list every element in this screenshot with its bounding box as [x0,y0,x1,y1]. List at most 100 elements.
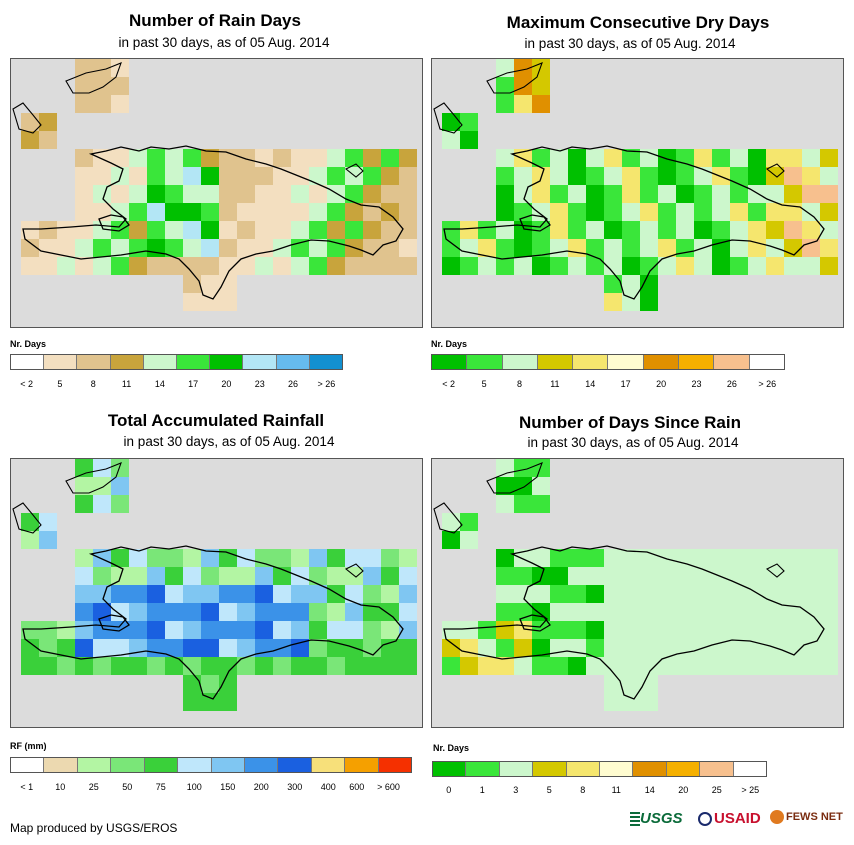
legend-swatch [345,758,379,772]
grid-cell [820,603,838,621]
grid-cell [514,657,532,675]
legend-swatch [679,355,715,369]
grid-cell [237,239,255,257]
grid-cell [201,675,219,693]
grid-cell [802,239,820,257]
grid-cell [514,185,532,203]
grid-cell [237,257,255,275]
legend-label: 14 [644,785,655,795]
grid-cell [165,221,183,239]
grid-cell [622,657,640,675]
grid-cell [622,221,640,239]
grid-cell [201,149,219,167]
grid-cell [460,621,478,639]
legend-swatch [210,355,244,369]
grid-cell [514,167,532,185]
grid-cell [75,203,93,221]
grid-cell [550,603,568,621]
hispaniola-coastline [22,545,404,700]
grid-cell [730,203,748,221]
grid-cell [255,567,273,585]
grid-cell [604,203,622,221]
grid-cell [111,203,129,221]
grid-cell [183,257,201,275]
grid-cell [75,149,93,167]
legend-label: 20 [678,785,689,795]
grid-cell [658,203,676,221]
grid-cell [784,149,802,167]
grid-cell [568,203,586,221]
grid-cell [219,585,237,603]
grid-cell [550,657,568,675]
grid-cell [399,185,417,203]
legend-label: 17 [620,379,631,389]
grid-cell [586,149,604,167]
grid-cell [766,257,784,275]
grid-cell [532,477,550,495]
grid-cell [766,657,784,675]
grid-cell [622,149,640,167]
island-coastline [344,163,364,178]
panel-2-subtitle: in past 30 days, as of 05 Aug. 2014 [524,36,736,51]
grid-cell [784,657,802,675]
legend-swatch [77,355,111,369]
grid-cell [111,149,129,167]
grid-cell [255,657,273,675]
grid-cell [381,603,399,621]
grid-cell [93,185,111,203]
legend-label: 150 [220,782,236,792]
grid-cell [550,567,568,585]
grid-cell [219,657,237,675]
grid-cell [39,221,57,239]
grid-cell [604,185,622,203]
grid-cell [514,257,532,275]
island-coastline [486,462,543,494]
panel-2-legend-labels: < 2 5 8 11 14 17 20 23 26 > 26 [431,379,785,391]
grid-cell [201,603,219,621]
legend-swatch [378,758,412,772]
grid-cell [363,657,381,675]
grid-cell [460,113,478,131]
grid-cell [496,149,514,167]
island-coastline [765,163,785,178]
grid-cell [219,275,237,293]
grid-cell [748,185,766,203]
hispaniola-coastline [443,545,825,700]
grid-cell [93,459,111,477]
grid-cell [730,221,748,239]
grid-cell [255,639,273,657]
grid-cell [39,531,57,549]
grid-cell [345,203,363,221]
grid-cell [748,167,766,185]
grid-cell [21,257,39,275]
legend-label: 11 [611,785,621,795]
grid-cell [345,185,363,203]
island-coastline [65,62,122,94]
grid-cell [327,603,345,621]
grid-cell [39,621,57,639]
grid-cell [93,657,111,675]
legend-label: 8 [580,785,586,795]
grid-cell [730,639,748,657]
grid-cell [442,239,460,257]
legend-label: 8 [90,379,96,389]
legend-swatch [633,762,667,776]
grid-cell [604,149,622,167]
grid-cell [640,149,658,167]
grid-cell [183,657,201,675]
grid-cell [478,257,496,275]
grid-cell [460,657,478,675]
grid-cell [165,257,183,275]
grid-cell [255,149,273,167]
grid-cell [604,293,622,311]
grid-cell [345,621,363,639]
legend-swatch [499,762,534,776]
grid-cell [237,549,255,567]
legend-label: 600 [349,782,365,792]
grid-cell [532,239,550,257]
grid-cell [622,185,640,203]
legend-swatch [700,762,734,776]
grid-cell [802,167,820,185]
grid-cell [694,185,712,203]
grid-cell [802,621,820,639]
